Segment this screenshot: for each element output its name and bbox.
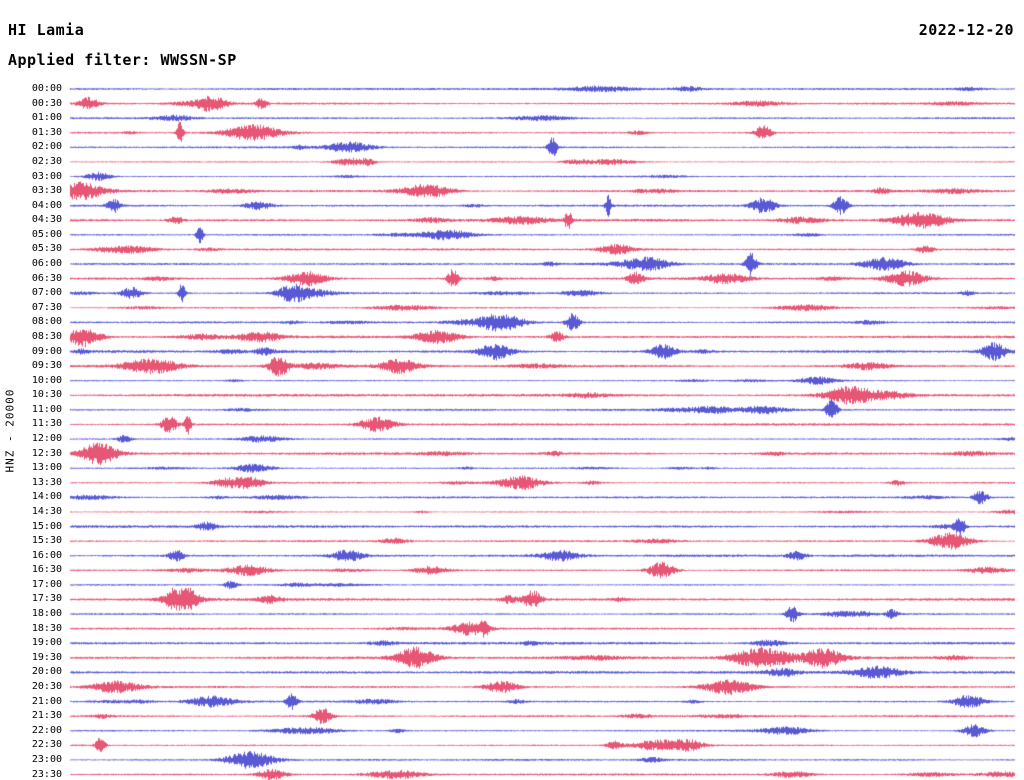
row-time-label: 04:30 <box>31 214 62 226</box>
row-time-label: 15:00 <box>31 520 62 532</box>
date-label: 2022-12-20 <box>918 21 1014 39</box>
row-time-label: 16:00 <box>31 549 62 561</box>
row-time-label: 07:30 <box>31 301 62 313</box>
row-time-label: 07:00 <box>31 287 62 299</box>
row-time-label: 23:00 <box>31 753 62 765</box>
row-time-label: 15:30 <box>31 535 62 547</box>
station-title: HI Lamia <box>8 21 85 39</box>
row-time-label: 09:30 <box>31 360 62 372</box>
row-time-label: 03:30 <box>31 185 62 197</box>
row-time-label: 03:00 <box>31 170 62 182</box>
row-time-label: 22:00 <box>31 724 62 736</box>
row-time-label: 14:30 <box>31 505 62 517</box>
row-time-label: 11:00 <box>31 403 62 415</box>
row-time-label: 08:30 <box>31 330 62 342</box>
row-time-label: 05:30 <box>31 243 62 255</box>
row-time-label: 08:00 <box>31 316 62 328</box>
row-time-label: 18:30 <box>31 622 62 634</box>
row-time-label: 00:00 <box>31 83 62 94</box>
row-time-label: 11:30 <box>31 418 62 430</box>
filter-label: Applied filter: WWSSN-SP <box>8 51 237 69</box>
row-time-label: 06:00 <box>31 258 62 270</box>
row-time-label: 02:00 <box>31 141 62 153</box>
row-time-label: 13:30 <box>31 476 62 488</box>
row-time-label: 00:30 <box>31 97 62 109</box>
row-time-label: 01:00 <box>31 112 62 124</box>
row-time-label: 20:00 <box>31 666 62 678</box>
row-time-label: 17:00 <box>31 578 62 590</box>
row-time-label: 12:00 <box>31 433 62 445</box>
row-time-label: 02:30 <box>31 155 62 167</box>
row-time-label: 18:00 <box>31 608 62 620</box>
row-time-label: 20:30 <box>31 680 62 692</box>
row-time-label: 06:30 <box>31 272 62 284</box>
row-time-label: 16:30 <box>31 564 62 576</box>
row-time-label: 04:00 <box>31 199 62 211</box>
row-time-label: 19:30 <box>31 651 62 663</box>
row-time-label: 22:30 <box>31 739 62 751</box>
row-time-label: 05:00 <box>31 228 62 240</box>
row-time-label: 10:00 <box>31 374 62 386</box>
row-time-label: 23:30 <box>31 768 62 780</box>
row-time-label: 19:00 <box>31 637 62 649</box>
row-time-label: 09:00 <box>31 345 62 357</box>
row-time-label: 10:30 <box>31 389 62 401</box>
row-time-label: 12:30 <box>31 447 62 459</box>
row-time-label: 01:30 <box>31 126 62 138</box>
row-time-label: 17:30 <box>31 593 62 605</box>
row-time-label: 21:00 <box>31 695 62 707</box>
row-time-label: 21:30 <box>31 710 62 722</box>
row-time-label: 13:00 <box>31 462 62 474</box>
row-time-label: 14:00 <box>31 491 62 503</box>
